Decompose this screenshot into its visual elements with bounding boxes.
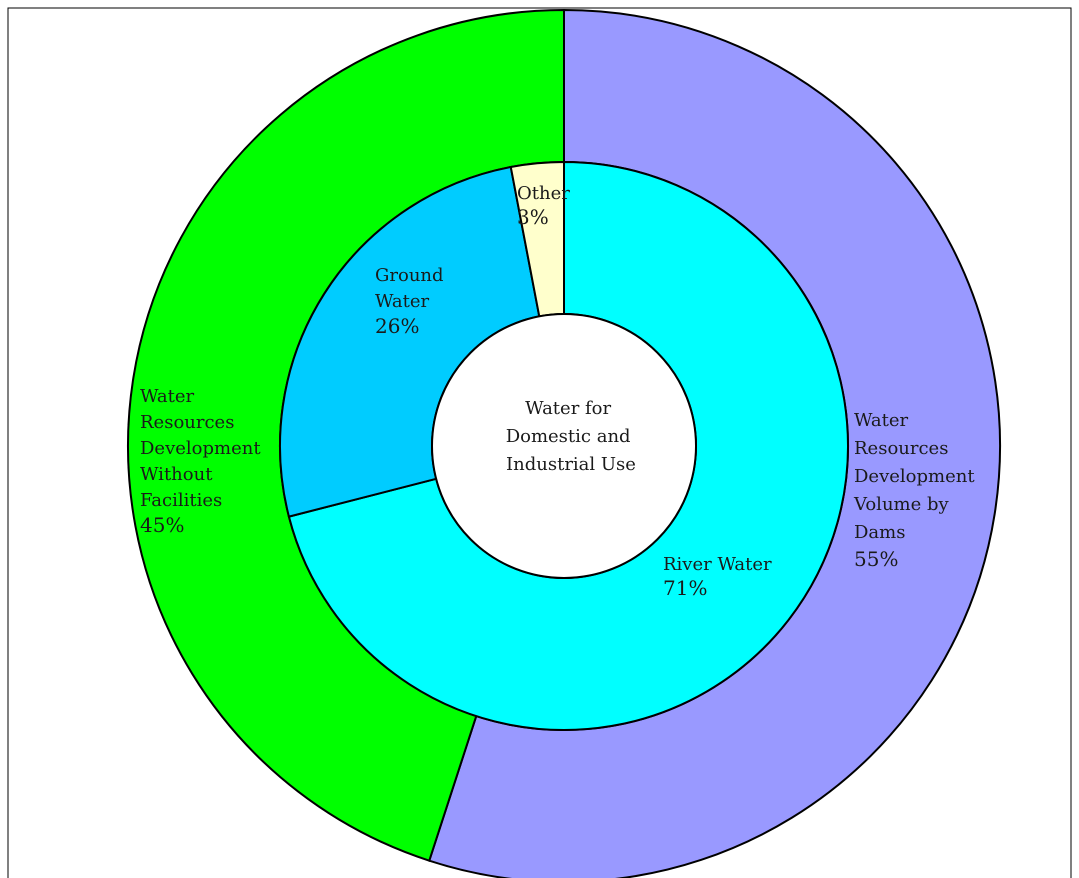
slice-percent-label: 3% bbox=[517, 205, 549, 229]
slice-label-line: Water bbox=[375, 291, 430, 312]
slice-label-line: Resources bbox=[140, 412, 234, 433]
slice-label-line: Ground bbox=[375, 265, 444, 286]
slice-percent-label: 71% bbox=[663, 576, 707, 600]
slice-percent-label: 45% bbox=[140, 513, 184, 537]
slice-label-line: Resources bbox=[854, 438, 948, 459]
slice-label-water-resources-development-volume-by-dams: Water Resources Development Volume by Dams 55… bbox=[853, 410, 975, 571]
center-label-line-3: Industrial Use bbox=[506, 454, 636, 475]
center-label: Water for Domestic and Industrial Use bbox=[506, 398, 637, 475]
slice-label-line: Water bbox=[140, 386, 195, 407]
center-label-line-2: Domestic and bbox=[506, 426, 631, 447]
slice-label-line: Water bbox=[854, 410, 909, 431]
slice-label-line: Development bbox=[140, 438, 261, 459]
slice-label-ground-water: Ground Water 26% bbox=[375, 265, 444, 338]
slice-label-water-resources-development-without-facilities: Water Resources Development Without Faciliti… bbox=[140, 386, 261, 537]
slice-percent-label: 55% bbox=[854, 547, 898, 571]
slice-label-line: Facilities bbox=[140, 490, 222, 511]
slice-label-other: Other 3% bbox=[517, 183, 570, 229]
slice-label-line: Without bbox=[140, 464, 213, 485]
slice-label-line: Dams bbox=[854, 522, 905, 543]
slice-labels: Water Resources Development Volume by Dams 55… bbox=[140, 183, 975, 600]
slice-label-line: Development bbox=[854, 466, 975, 487]
center-label-line-1: Water for bbox=[525, 398, 611, 419]
slice-label-line: Other bbox=[517, 183, 570, 204]
slice-label-line: Volume by bbox=[853, 494, 949, 515]
slice-percent-label: 26% bbox=[375, 314, 419, 338]
donut-hole bbox=[431, 313, 697, 579]
slice-label-river-water: River Water 71% bbox=[663, 554, 772, 600]
inner-ring bbox=[279, 160, 849, 731]
slice-label-line: River Water bbox=[663, 554, 772, 575]
